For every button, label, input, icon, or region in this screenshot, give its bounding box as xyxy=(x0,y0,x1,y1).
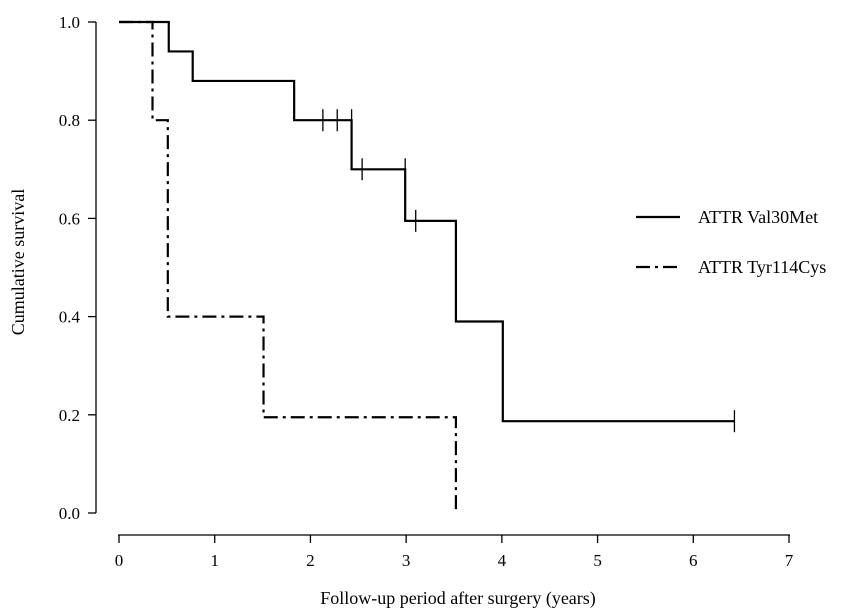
y-tick-label: 0.2 xyxy=(59,406,80,425)
x-tick-label: 6 xyxy=(689,551,698,570)
y-tick-label: 0.4 xyxy=(59,308,81,327)
x-tick-label: 7 xyxy=(785,551,794,570)
y-axis-title: Cumulative survival xyxy=(8,189,28,335)
legend: ATTR Val30Met ATTR Tyr114Cys xyxy=(636,207,826,277)
legend-label-tyr114cys: ATTR Tyr114Cys xyxy=(698,257,826,277)
series-line-0 xyxy=(119,20,735,423)
y-tick-label: 1.0 xyxy=(59,13,80,32)
legend-label-val30met: ATTR Val30Met xyxy=(698,207,818,227)
x-tick-label: 1 xyxy=(210,551,219,570)
plot-area xyxy=(119,20,736,513)
series-line-1 xyxy=(119,20,458,513)
y-tick-label: 0.0 xyxy=(59,504,80,523)
x-tick-label: 2 xyxy=(306,551,315,570)
y-tick-label: 0.6 xyxy=(59,209,80,228)
x-tick-label: 0 xyxy=(115,551,124,570)
x-axis-title: Follow-up period after surgery (years) xyxy=(320,588,596,609)
x-tick-label: 5 xyxy=(593,551,602,570)
x-tick-label: 4 xyxy=(498,551,507,570)
y-tick-label: 0.8 xyxy=(59,111,80,130)
ticks: 0.0 0.2 0.4 0.6 0.8 1.0 0 1 2 3 4 5 6 7 xyxy=(59,13,794,570)
axes xyxy=(95,22,790,536)
x-tick-label: 3 xyxy=(402,551,411,570)
